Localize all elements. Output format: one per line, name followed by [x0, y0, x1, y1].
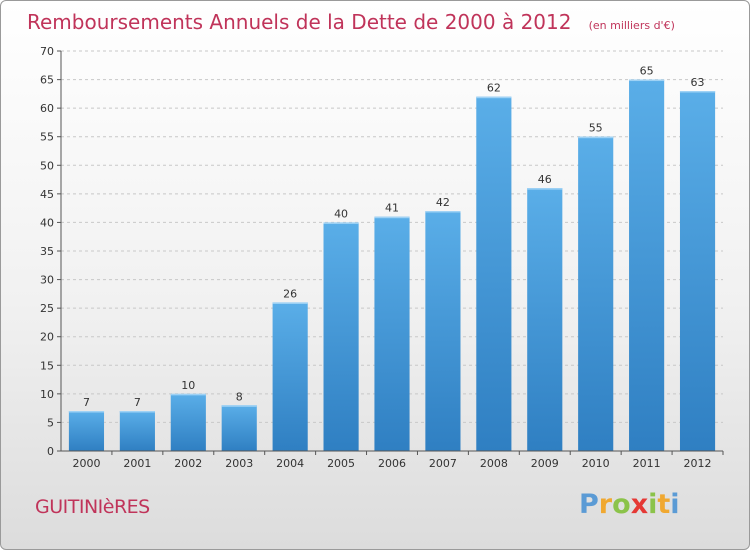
- y-tick-label: 60: [40, 102, 54, 115]
- logo-letter: o: [612, 489, 631, 520]
- bar: [374, 216, 410, 451]
- bar-highlight: [629, 79, 665, 82]
- bar-highlight: [679, 91, 716, 93]
- y-tick-label: 45: [40, 188, 54, 201]
- data-label: 7: [134, 396, 141, 409]
- x-tick-label: 2006: [378, 457, 406, 470]
- bar-highlight: [272, 302, 308, 304]
- data-label: 41: [385, 202, 399, 215]
- bar: [425, 211, 461, 451]
- logo-letter: r: [598, 489, 613, 520]
- y-tick-label: 0: [47, 445, 54, 458]
- data-label: 65: [640, 65, 654, 78]
- logo-letter: i: [670, 489, 680, 520]
- bar: [476, 96, 512, 451]
- y-tick-label: 35: [40, 245, 54, 258]
- y-tick-label: 15: [40, 359, 54, 372]
- chart-title: Remboursements Annuels de la Dette de 20…: [27, 10, 675, 34]
- chart-title-text: Remboursements Annuels de la Dette de 20…: [27, 10, 571, 34]
- logo-letter: t: [657, 489, 671, 520]
- x-tick-label: 2011: [633, 457, 661, 470]
- bar-highlight: [323, 222, 359, 224]
- data-label: 62: [487, 82, 501, 95]
- x-tick-label: 2005: [327, 457, 355, 470]
- bar: [170, 393, 206, 451]
- y-tick-label: 30: [40, 274, 54, 287]
- y-tick-label: 70: [40, 45, 54, 58]
- y-tick-label: 65: [40, 74, 54, 87]
- y-tick-label: 40: [40, 216, 54, 229]
- x-tick-label: 2007: [429, 457, 457, 470]
- x-tick-label: 2002: [174, 457, 202, 470]
- y-tick-label: 50: [40, 159, 54, 172]
- x-tick-label: 2003: [225, 457, 253, 470]
- y-axis: 0 5 10 15 20 25 30 35 40 45 50 55 60 65 70: [40, 45, 62, 458]
- data-label: 40: [334, 207, 348, 220]
- bar-highlight: [476, 96, 512, 99]
- chart-subtitle: (en milliers d'€): [589, 19, 675, 32]
- data-label: 55: [589, 122, 603, 135]
- proxiti-logo: Proxiti: [579, 489, 680, 520]
- bar-highlight: [68, 411, 105, 413]
- bar-highlight: [170, 393, 206, 396]
- data-label: 42: [436, 196, 450, 209]
- bar-highlight: [119, 411, 155, 413]
- bar: [272, 302, 308, 451]
- bar: [221, 405, 257, 451]
- y-tick-label: 10: [40, 388, 54, 401]
- x-tick-label: 2009: [531, 457, 559, 470]
- bars: 7 7 10 8 26 40 41 42 62 46 55 65 63: [68, 65, 716, 452]
- bar-highlight: [425, 211, 461, 213]
- logo-letter: P: [579, 489, 599, 520]
- bar: [527, 188, 563, 451]
- x-tick-label: 2000: [72, 457, 100, 470]
- y-tick-label: 55: [40, 131, 54, 144]
- bar-highlight: [221, 405, 257, 407]
- x-tick-label: 2008: [480, 457, 508, 470]
- bar: [679, 91, 716, 451]
- bar: [323, 222, 359, 451]
- data-label: 46: [538, 173, 552, 186]
- bar-highlight: [578, 136, 614, 139]
- bar: [119, 411, 155, 451]
- x-tick-label: 2004: [276, 457, 304, 470]
- x-tick-label: 2012: [684, 457, 712, 470]
- logo-letter: i: [648, 489, 658, 520]
- bar: [68, 411, 105, 451]
- data-label: 63: [691, 76, 705, 89]
- bar: [578, 136, 614, 451]
- bar: [629, 79, 665, 452]
- x-tick-label: 2001: [123, 457, 151, 470]
- y-tick-label: 20: [40, 331, 54, 344]
- x-axis: 2000 2001 2002 2003 2004 2005 2006 2007 2008 2009…: [61, 450, 724, 470]
- data-label: 10: [181, 379, 195, 392]
- y-tick-label: 5: [47, 416, 54, 429]
- y-tick-label: 25: [40, 302, 54, 315]
- data-label: 26: [283, 287, 297, 300]
- bar-highlight: [374, 216, 410, 219]
- data-label: 7: [83, 396, 90, 409]
- logo-letter: x: [630, 489, 649, 520]
- data-label: 8: [236, 390, 243, 403]
- place-name: GUITINIèRES: [35, 496, 150, 518]
- bar-highlight: [527, 188, 563, 190]
- x-tick-label: 2010: [582, 457, 610, 470]
